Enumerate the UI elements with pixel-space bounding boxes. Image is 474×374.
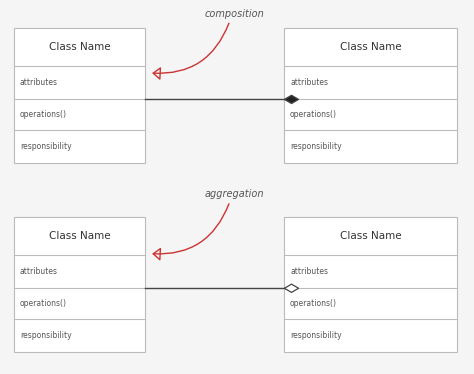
Bar	[284, 217, 457, 352]
Polygon shape	[284, 284, 299, 292]
Text: aggregation: aggregation	[205, 189, 264, 199]
Bar	[14, 28, 145, 163]
Text: attributes: attributes	[20, 267, 58, 276]
Text: operations(): operations()	[290, 110, 337, 119]
Polygon shape	[284, 95, 299, 104]
Text: Class Name: Class Name	[48, 231, 110, 241]
Bar	[14, 217, 145, 352]
Text: responsibility: responsibility	[290, 331, 342, 340]
Text: Class Name: Class Name	[48, 42, 110, 52]
Text: attributes: attributes	[290, 267, 328, 276]
Text: operations(): operations()	[20, 299, 67, 308]
Text: attributes: attributes	[20, 78, 58, 87]
Text: responsibility: responsibility	[290, 142, 342, 151]
Text: operations(): operations()	[290, 299, 337, 308]
Bar	[284, 28, 457, 163]
Text: Class Name: Class Name	[340, 231, 402, 241]
Text: operations(): operations()	[20, 110, 67, 119]
Text: attributes: attributes	[290, 78, 328, 87]
Text: composition: composition	[205, 9, 264, 19]
Text: responsibility: responsibility	[20, 331, 72, 340]
Text: responsibility: responsibility	[20, 142, 72, 151]
Text: Class Name: Class Name	[340, 42, 402, 52]
